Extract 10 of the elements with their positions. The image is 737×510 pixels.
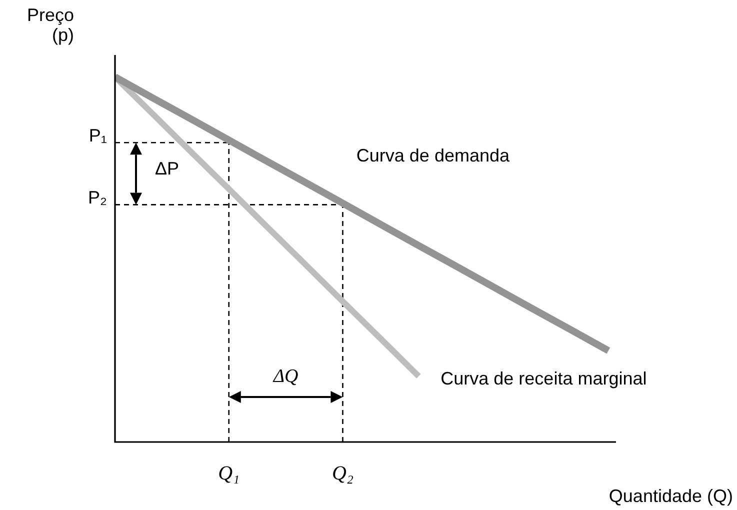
ref-line-label: P₁ [88,126,107,146]
annotation: ΔP [155,158,180,179]
x-axis-title: Quantidade (Q) [608,486,733,506]
annotation: ΔQ [272,366,299,387]
y-axis-title: Preço (p) [26,4,74,45]
ref-line-label: P₂ [88,188,108,208]
series-label: Curva de receita marginal [440,368,647,388]
x-tick-label: Q₂ [332,462,354,484]
text: Curva de demanda [356,146,510,166]
x-tick-label: Q₁ [218,462,240,484]
